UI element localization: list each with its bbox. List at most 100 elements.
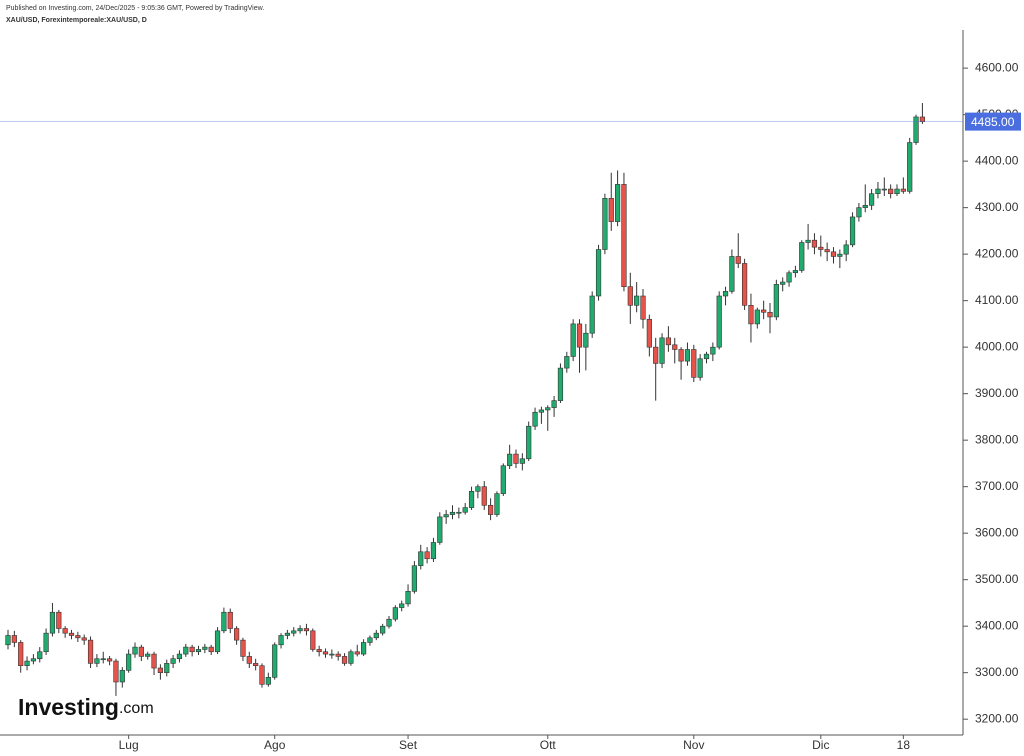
candle-body bbox=[62, 628, 68, 634]
candle-body bbox=[729, 256, 735, 292]
candle-body bbox=[913, 116, 919, 143]
candle-body bbox=[602, 198, 608, 250]
last-price-label: 4485.00 bbox=[971, 115, 1015, 129]
candle-body bbox=[513, 453, 519, 464]
candle-body bbox=[367, 637, 373, 643]
candle-body bbox=[557, 367, 564, 401]
candle-body bbox=[545, 407, 551, 411]
x-tick-label: 18 bbox=[897, 738, 911, 752]
candle-body bbox=[386, 618, 392, 627]
candle-body bbox=[773, 284, 779, 318]
y-tick-label: 4000.00 bbox=[975, 339, 1019, 353]
candle-body bbox=[786, 272, 792, 283]
candle-body bbox=[424, 551, 430, 560]
candle-body bbox=[189, 646, 195, 653]
candle-body bbox=[87, 639, 94, 664]
candle-body bbox=[500, 465, 506, 494]
candle-body bbox=[322, 651, 329, 655]
candle-body bbox=[183, 646, 189, 655]
candle-body bbox=[818, 246, 824, 250]
candle-body bbox=[843, 244, 849, 255]
candle-body bbox=[164, 663, 170, 673]
candle-body bbox=[875, 188, 881, 194]
candle-body bbox=[11, 635, 17, 643]
candle-body bbox=[437, 516, 443, 543]
candle-body bbox=[214, 630, 221, 653]
candle-body bbox=[710, 346, 716, 355]
last-price-box bbox=[965, 112, 1021, 131]
candle-body bbox=[792, 270, 798, 274]
candle-body bbox=[703, 353, 710, 360]
candle-body bbox=[868, 193, 875, 206]
logo-name: Investing bbox=[18, 694, 119, 720]
candle-body bbox=[907, 142, 913, 192]
candle-body bbox=[805, 239, 811, 243]
logo: Investing.com bbox=[18, 694, 154, 720]
candle-body bbox=[234, 628, 240, 641]
candle-body bbox=[418, 551, 424, 567]
candle-body bbox=[151, 653, 157, 669]
candle-body bbox=[259, 665, 265, 685]
candle-body bbox=[100, 658, 106, 661]
candle-body bbox=[659, 337, 665, 364]
candle-body bbox=[30, 658, 37, 662]
x-tick-label: Nov bbox=[683, 738, 704, 752]
candle-body bbox=[303, 628, 310, 632]
y-tick-label: 4200.00 bbox=[975, 246, 1019, 260]
published-note: Published on Investing.com, 24/Dec/2025 … bbox=[6, 5, 264, 12]
candle-body bbox=[526, 425, 532, 460]
candle-body bbox=[119, 670, 125, 683]
y-tick-label: 4100.00 bbox=[975, 293, 1019, 307]
candle-body bbox=[240, 639, 246, 657]
candle-body bbox=[856, 207, 862, 218]
candle-body bbox=[208, 646, 214, 653]
candle-body bbox=[487, 504, 494, 515]
candle-body bbox=[678, 349, 684, 362]
candle-body bbox=[157, 667, 164, 673]
y-tick-label: 3300.00 bbox=[975, 665, 1019, 679]
candle-body bbox=[576, 323, 583, 348]
candle-body bbox=[799, 242, 805, 271]
x-tick-label: Ott bbox=[540, 738, 557, 752]
candle-body bbox=[94, 658, 100, 664]
candle-body bbox=[837, 253, 843, 257]
candle-body bbox=[767, 311, 773, 318]
x-tick-label: Lug bbox=[119, 738, 139, 752]
candle-body bbox=[107, 658, 113, 662]
candle-body bbox=[449, 511, 456, 515]
candle-body bbox=[227, 611, 233, 629]
candle-body bbox=[411, 565, 418, 592]
candle-body bbox=[113, 660, 119, 683]
candle-body bbox=[176, 653, 183, 660]
candle-body bbox=[862, 205, 868, 208]
candle-body bbox=[722, 291, 729, 297]
candle-body bbox=[202, 646, 208, 650]
candle-body bbox=[691, 349, 697, 378]
y-tick-label: 4400.00 bbox=[975, 153, 1019, 167]
candle-body bbox=[684, 349, 691, 362]
x-tick-label: Set bbox=[399, 738, 418, 752]
candle-body bbox=[830, 251, 837, 257]
candle-body bbox=[653, 346, 659, 364]
candle-body bbox=[81, 637, 87, 641]
candle-body bbox=[589, 295, 595, 334]
x-tick-label: Ago bbox=[264, 738, 286, 752]
candle-body bbox=[37, 651, 43, 660]
candle-body bbox=[583, 332, 589, 348]
candle-body bbox=[894, 188, 900, 194]
candle-body bbox=[221, 611, 227, 632]
candle-body bbox=[595, 249, 602, 297]
candle-body bbox=[640, 295, 646, 320]
chart-title: XAU/USD, Forexintemporeale:XAU/USD, D bbox=[6, 17, 147, 24]
candle-body bbox=[335, 653, 341, 657]
candle-body bbox=[475, 486, 481, 492]
candle-body bbox=[741, 263, 748, 306]
candle-body bbox=[462, 507, 468, 513]
candle-body bbox=[68, 632, 75, 636]
candle-body bbox=[761, 309, 767, 313]
candle-body bbox=[291, 630, 297, 634]
candle-body bbox=[297, 628, 303, 632]
candle-body bbox=[246, 656, 252, 664]
candle-body bbox=[849, 216, 856, 246]
x-tick-label: Dic bbox=[812, 738, 829, 752]
